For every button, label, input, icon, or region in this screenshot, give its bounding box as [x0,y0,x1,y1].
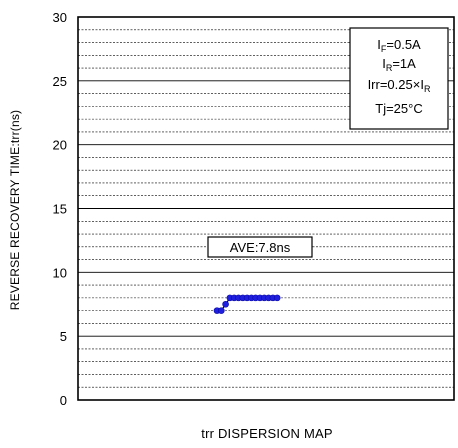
y-tick-label: 30 [53,10,67,25]
data-point [273,294,281,302]
average-label: AVE:7.8ns [207,236,313,258]
y-axis-title: REVERSE RECOVERY TIME:trr(ns) [8,110,22,311]
condition-forward-current: IF=0.5A [377,37,421,54]
data-point [218,307,225,314]
condition-junction-temp: Tj=25°C [375,101,422,116]
y-tick-label: 5 [60,329,67,344]
y-tick-label: 25 [53,74,67,89]
conditions-box: IF=0.5A IR=1A Irr=0.25×IR Tj=25°C [349,27,449,130]
average-label-text: AVE:7.8ns [230,240,291,255]
data-points [213,294,281,314]
y-tick-label: 10 [53,265,67,280]
data-point [222,300,229,308]
x-axis-title: trr DISPERSION MAP [201,426,332,441]
y-tick-label: 0 [60,393,67,408]
condition-irr: Irr=0.25×IR [368,77,431,94]
y-tick-label: 15 [53,202,67,217]
y-tick-label: 20 [53,138,67,153]
plot-area-frame [77,16,455,401]
condition-reverse-current: IR=1A [382,56,416,73]
y-axis-ticks: 0 5 10 15 20 25 30 [53,10,67,408]
